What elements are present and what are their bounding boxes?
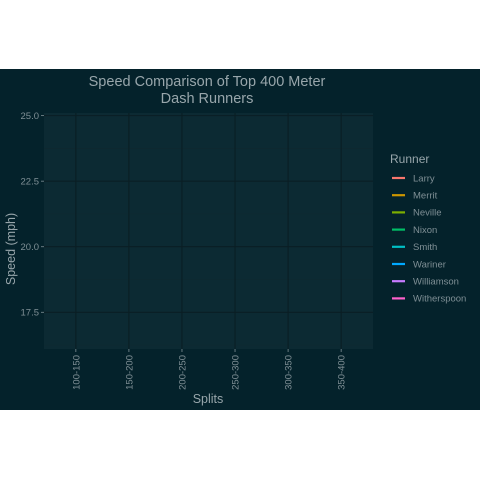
legend-label: Williamson — [413, 277, 459, 288]
plot-panel — [44, 113, 373, 349]
y-axis-title: Speed (mph) — [4, 213, 18, 285]
chart-svg: 17.5 20.0 22.5 25.0 100-150 150-200 200-250 25… — [4, 74, 466, 406]
chart-figure: 17.5 20.0 22.5 25.0 100-150 150-200 200-250 25… — [0, 69, 480, 410]
chart-title-line-2: Dash Runners — [161, 91, 254, 107]
x-axis: 100-150 150-200 200-250 250-300 300-350 350-4… — [71, 349, 348, 390]
x-tick-label: 350-400 — [337, 355, 348, 390]
x-tick-label: 200-250 — [177, 355, 188, 390]
x-tick-label: 250-300 — [231, 355, 242, 390]
legend-label: Wariner — [413, 259, 446, 270]
y-tick-label: 22.5 — [21, 176, 40, 187]
minor-gridlines — [44, 148, 373, 346]
chart-title-line-1: Speed Comparison of Top 400 Meter — [89, 74, 326, 90]
y-tick-label: 20.0 — [21, 242, 40, 253]
legend-label: Witherspoon — [413, 294, 466, 305]
x-axis-title: Splits — [193, 392, 224, 406]
y-axis: 17.5 20.0 22.5 25.0 — [21, 111, 44, 319]
legend-label: Smith — [413, 242, 437, 253]
legend-label: Neville — [413, 208, 442, 219]
y-tick-label: 25.0 — [21, 111, 40, 122]
legend: Runner Larry Merrit Neville Nixon Smith Warin… — [390, 152, 466, 305]
legend-title: Runner — [390, 152, 429, 166]
x-tick-label: 150-200 — [124, 355, 135, 390]
major-gridlines — [44, 113, 373, 349]
legend-label: Nixon — [413, 225, 437, 236]
x-tick-label: 100-150 — [71, 355, 82, 390]
legend-label: Merrit — [413, 191, 438, 202]
legend-label: Larry — [413, 173, 435, 184]
x-tick-label: 300-350 — [284, 355, 295, 390]
y-tick-label: 17.5 — [21, 308, 40, 319]
